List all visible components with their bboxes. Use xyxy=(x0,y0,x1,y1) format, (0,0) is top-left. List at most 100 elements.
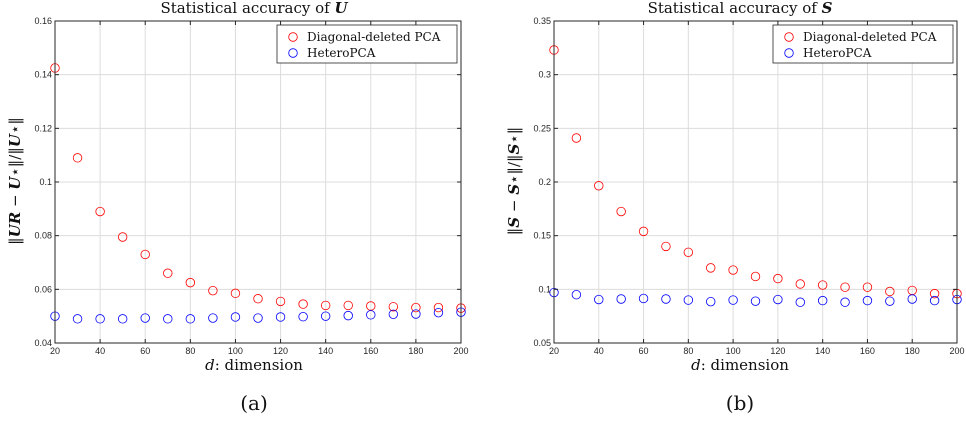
legend-label: HeteroPCA xyxy=(307,46,376,60)
y-axis-label: ‖UR − U⋆‖/‖U⋆‖ xyxy=(6,117,24,245)
data-point-diagonal-deleted-pca xyxy=(638,226,649,237)
data-point-diagonal-deleted-pca xyxy=(185,277,196,288)
data-point-heteropca xyxy=(411,309,421,319)
data-point-heteropca xyxy=(343,310,353,321)
y-tick-label: 0.06 xyxy=(34,284,52,294)
data-point-diagonal-deleted-pca xyxy=(411,302,421,313)
data-point-heteropca xyxy=(683,295,694,305)
data-point-diagonal-deleted-pca xyxy=(683,247,694,258)
y-tick-label: 0.15 xyxy=(533,231,551,241)
data-point-heteropca xyxy=(795,297,805,307)
x-tick-label: 20 xyxy=(549,346,559,356)
legend-box xyxy=(276,24,458,64)
x-tick-label: 120 xyxy=(273,346,288,356)
data-point-diagonal-deleted-pca xyxy=(594,181,604,191)
x-tick-label: 40 xyxy=(594,346,604,356)
legend: Diagonal-deleted PCA HeteroPCA xyxy=(276,24,458,64)
grid xyxy=(553,20,958,344)
data-point-diagonal-deleted-pca xyxy=(253,294,263,304)
x-tick-label: 160 xyxy=(363,346,378,356)
data-point-diagonal-deleted-pca xyxy=(95,206,105,217)
chart-title-symbol: U xyxy=(334,0,348,17)
data-point-heteropca xyxy=(72,314,83,324)
x-tick-label: 80 xyxy=(185,346,195,356)
data-point-diagonal-deleted-pca xyxy=(661,241,671,252)
y-tick-label: 0.14 xyxy=(34,70,52,80)
data-point-diagonal-deleted-pca xyxy=(862,282,873,292)
data-point-diagonal-deleted-pca xyxy=(728,265,738,275)
y-tick-label: 0.25 xyxy=(533,123,551,133)
data-point-diagonal-deleted-pca xyxy=(117,232,128,242)
data-point-diagonal-deleted-pca xyxy=(750,271,761,282)
data-point-heteropca xyxy=(862,295,873,306)
legend-marker xyxy=(288,48,298,58)
data-point-diagonal-deleted-pca xyxy=(140,249,150,260)
data-point-heteropca xyxy=(275,312,286,322)
x-tick-label: 60 xyxy=(639,346,649,356)
y-tick-label: 0.3 xyxy=(538,70,551,80)
chart-panel-a: Statistical accuracy of U 20 40 60 80 100 120… xyxy=(6,0,469,415)
y-axis-label: ‖S − S⋆‖/‖S⋆‖ xyxy=(505,127,523,235)
data-point-diagonal-deleted-pca xyxy=(163,268,173,278)
y-tick-label: 0.04 xyxy=(34,338,52,348)
y-tick-label: 0.35 xyxy=(533,16,551,26)
data-points xyxy=(50,63,466,324)
data-point-heteropca xyxy=(571,290,582,300)
panel-caption: (a) xyxy=(240,391,268,415)
data-point-heteropca xyxy=(366,310,376,320)
x-tick-label: 140 xyxy=(815,346,830,356)
legend-box xyxy=(772,24,954,64)
data-point-diagonal-deleted-pca xyxy=(773,273,783,284)
x-tick-label: 200 xyxy=(949,346,964,356)
data-point-heteropca xyxy=(728,295,738,305)
x-tick-label: 40 xyxy=(95,346,105,356)
panel-caption: (b) xyxy=(726,391,754,415)
data-point-diagonal-deleted-pca xyxy=(230,288,241,299)
data-point-diagonal-deleted-pca xyxy=(817,280,828,290)
data-point-diagonal-deleted-pca xyxy=(72,153,83,163)
y-tick-label: 0.16 xyxy=(34,16,52,26)
axis-ticks: 20 40 60 80 100 120 140 160 180 200 0.04 0.06 0.08 0.… xyxy=(34,16,468,356)
data-point-heteropca xyxy=(163,314,173,324)
legend-label: HeteroPCA xyxy=(803,46,872,60)
x-tick-label: 180 xyxy=(905,346,920,356)
chart-panel-b: Statistical accuracy of S 20 40 60 80 100 120… xyxy=(505,0,965,415)
data-point-diagonal-deleted-pca xyxy=(929,288,940,299)
data-point-heteropca xyxy=(750,296,761,306)
data-point-diagonal-deleted-pca xyxy=(433,302,444,313)
legend-label: Diagonal-deleted PCA xyxy=(803,30,937,44)
data-point-diagonal-deleted-pca xyxy=(208,285,218,296)
data-point-heteropca xyxy=(638,293,649,304)
chart-title-symbol: S xyxy=(822,0,833,17)
x-tick-label: 140 xyxy=(318,346,333,356)
y-tick-label: 0.1 xyxy=(538,284,551,294)
x-tick-label: 80 xyxy=(683,346,693,356)
x-tick-label: 20 xyxy=(50,346,60,356)
x-tick-label: 120 xyxy=(770,346,785,356)
data-point-heteropca xyxy=(817,295,828,306)
y-tick-label: 0.2 xyxy=(538,177,551,187)
data-point-diagonal-deleted-pca xyxy=(840,282,850,292)
data-point-diagonal-deleted-pca xyxy=(885,286,895,297)
data-point-diagonal-deleted-pca xyxy=(320,300,331,311)
data-point-diagonal-deleted-pca xyxy=(616,206,626,217)
data-point-heteropca xyxy=(840,297,850,307)
data-point-heteropca xyxy=(594,294,604,305)
data-point-heteropca xyxy=(208,313,218,323)
legend-marker xyxy=(288,32,298,42)
legend: Diagonal-deleted PCA HeteroPCA xyxy=(772,24,954,64)
data-point-heteropca xyxy=(929,295,940,306)
x-tick-label: 200 xyxy=(453,346,468,356)
y-tick-label: 0.1 xyxy=(39,177,52,187)
legend-marker xyxy=(784,32,794,42)
legend-label: Diagonal-deleted PCA xyxy=(307,30,441,44)
data-point-heteropca xyxy=(773,294,783,305)
y-tick-label: 0.08 xyxy=(34,231,52,241)
data-points xyxy=(549,45,962,307)
data-point-heteropca xyxy=(661,294,671,304)
data-point-heteropca xyxy=(298,312,308,322)
legend-marker xyxy=(784,48,794,58)
data-point-diagonal-deleted-pca xyxy=(795,279,805,289)
y-tick-label: 0.05 xyxy=(533,338,551,348)
